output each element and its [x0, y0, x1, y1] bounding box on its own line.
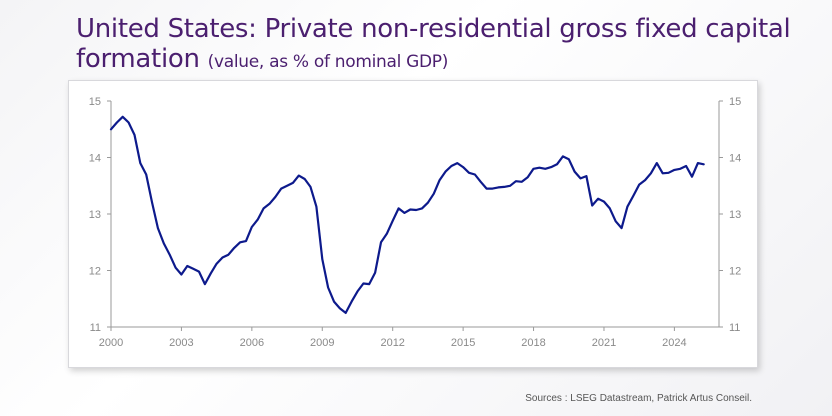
- chart-title-subtitle: (value, as % of nominal GDP): [207, 52, 449, 72]
- y-tick-label-right: 14: [729, 153, 741, 165]
- x-tick-label: 2021: [592, 337, 616, 349]
- x-tick-label: 2015: [451, 337, 475, 349]
- chart-title-main: United States: Private non-residential g…: [76, 14, 791, 74]
- x-tick-label: 2012: [380, 337, 404, 349]
- series-line-1: [109, 115, 705, 314]
- y-tick-label-left: 14: [89, 153, 101, 165]
- x-tick-label: 2024: [662, 337, 686, 349]
- x-tick-label: 2003: [169, 337, 193, 349]
- chart-panel: 11 11 12 12 13 13 14 14 15 15 2000 2003 2006 2009 2012…: [68, 80, 758, 368]
- y-tick-label-right: 11: [729, 322, 740, 334]
- x-tick-label: 2000: [99, 337, 123, 349]
- y-tick-label-left: 12: [89, 266, 101, 278]
- y-tick-label-left: 11: [90, 322, 101, 334]
- y-tick-label-right: 13: [729, 209, 741, 221]
- y-tick-label-left: 13: [89, 209, 101, 221]
- x-tick-label: 2018: [521, 337, 545, 349]
- source-note: Sources : LSEG Datastream, Patrick Artus…: [525, 393, 752, 404]
- chart-title: United States: Private non-residential g…: [76, 14, 816, 77]
- y-tick-label-right: 15: [729, 96, 741, 108]
- line-chart: 11 11 12 12 13 13 14 14 15 15 2000 2003 2006 2009 2012…: [89, 96, 742, 349]
- y-tick-label-left: 15: [89, 96, 101, 108]
- y-tick-label-right: 12: [729, 266, 741, 278]
- x-tick-label: 2009: [310, 337, 334, 349]
- x-tick-label: 2006: [240, 337, 264, 349]
